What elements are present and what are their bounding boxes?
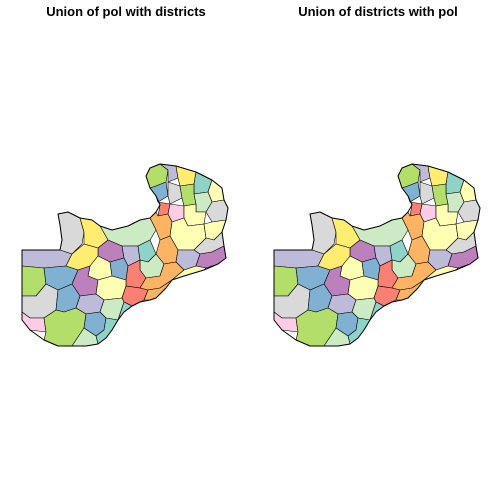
right-panel: Union of districts with pol xyxy=(273,4,481,347)
right-district-28 xyxy=(273,249,325,269)
left-panel: Union of pol with districts xyxy=(21,4,229,347)
left-panel-title: Union of pol with districts xyxy=(46,4,206,19)
left-district-28 xyxy=(21,249,73,269)
right-district-7 xyxy=(419,181,435,205)
right-country-outline xyxy=(273,163,481,347)
left-district-7 xyxy=(167,181,183,205)
left-map xyxy=(21,163,229,347)
right-district-38 xyxy=(347,275,379,301)
right-panel-title: Union of districts with pol xyxy=(298,4,458,19)
right-map xyxy=(273,163,481,347)
left-district-38 xyxy=(95,275,127,301)
left-country-outline xyxy=(21,163,229,347)
